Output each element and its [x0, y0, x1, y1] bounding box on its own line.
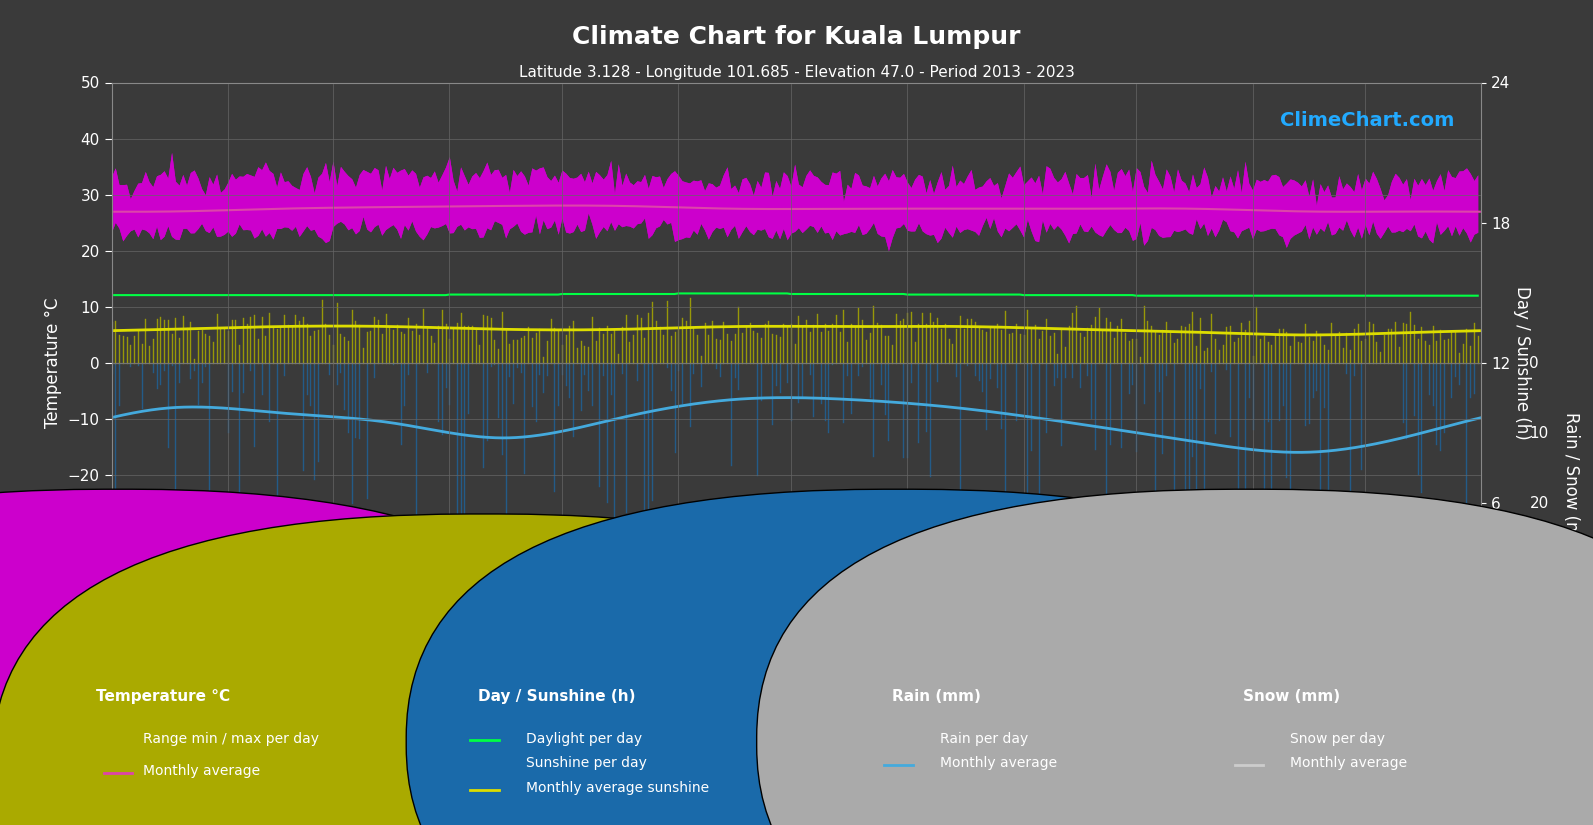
Text: Range min / max per day: Range min / max per day [143, 732, 319, 746]
Text: Day / Sunshine (h): Day / Sunshine (h) [478, 689, 636, 705]
Text: Monthly average: Monthly average [143, 765, 261, 779]
Text: Monthly average: Monthly average [940, 757, 1058, 771]
Text: Temperature °C: Temperature °C [96, 689, 229, 705]
Text: Sunshine per day: Sunshine per day [526, 757, 647, 771]
Text: 30: 30 [1529, 566, 1548, 581]
Text: Rain per day: Rain per day [940, 732, 1027, 746]
Text: 10: 10 [1529, 426, 1548, 441]
Text: Snow per day: Snow per day [1290, 732, 1386, 746]
Text: Snow (mm): Snow (mm) [1243, 689, 1340, 705]
Text: ClimeChart.com: ClimeChart.com [1279, 111, 1454, 130]
Text: Daylight per day: Daylight per day [526, 732, 642, 746]
Text: ClimeChart.com: ClimeChart.com [139, 596, 314, 615]
Text: Climate Chart for Kuala Lumpur: Climate Chart for Kuala Lumpur [572, 25, 1021, 49]
Text: © ClimeChart.com: © ClimeChart.com [1395, 799, 1513, 812]
Text: 0: 0 [1529, 356, 1539, 370]
Text: Rain / Snow (mm): Rain / Snow (mm) [1561, 412, 1580, 560]
Y-axis label: Day / Sunshine (h): Day / Sunshine (h) [1513, 286, 1531, 440]
Text: 20: 20 [1529, 496, 1548, 511]
Title: Latitude 3.128 - Longitude 101.685 - Elevation 47.0 - Period 2013 - 2023: Latitude 3.128 - Longitude 101.685 - Ele… [519, 65, 1074, 80]
Text: Monthly average: Monthly average [1290, 757, 1408, 771]
Y-axis label: Temperature °C: Temperature °C [45, 298, 62, 428]
Text: Monthly average sunshine: Monthly average sunshine [526, 781, 709, 795]
Text: 40: 40 [1529, 636, 1548, 651]
Text: Rain (mm): Rain (mm) [892, 689, 981, 705]
